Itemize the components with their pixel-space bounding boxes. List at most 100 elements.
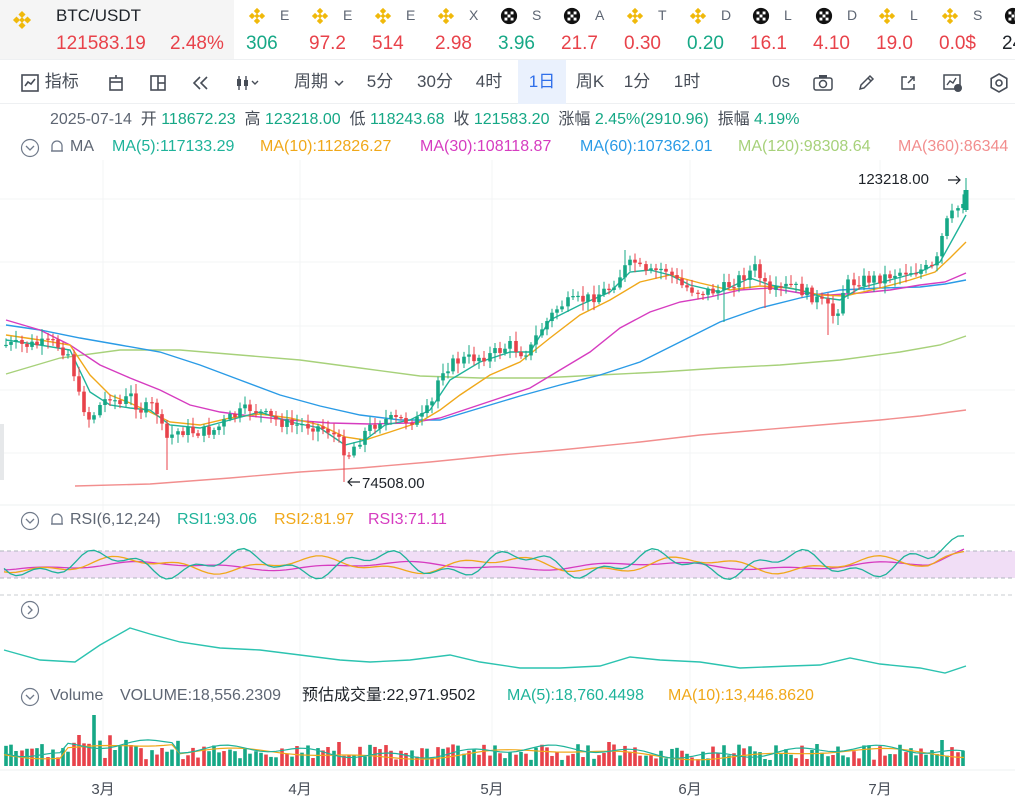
- collapse-chevron-icon[interactable]: [20, 687, 40, 707]
- candle-body: [649, 268, 653, 271]
- ticker-item[interactable]: E 306: [236, 0, 296, 59]
- volume-bar: [716, 753, 720, 766]
- volume-bar: [430, 757, 434, 766]
- left-scroll-handle[interactable]: [0, 424, 4, 480]
- volume-bar: [425, 748, 429, 766]
- ticker-item[interactable]: L 16.1: [740, 0, 800, 59]
- popout-button[interactable]: [898, 60, 918, 104]
- ticker-strip: BTC/USDT 121583.19 2.48% E 306 E 97.2 E 514 X 2…: [0, 0, 1015, 60]
- ticker-item[interactable]: D 0.20: [677, 0, 737, 59]
- ticker-item[interactable]: 24: [992, 0, 1015, 59]
- candle-body: [134, 393, 138, 410]
- rsi-overbought-zone: [0, 551, 1015, 578]
- volume-bar: [571, 753, 575, 766]
- candle-body: [935, 256, 939, 266]
- volume-bar: [675, 747, 679, 766]
- interval-tab[interactable]: 1日: [518, 60, 566, 104]
- interval-tab[interactable]: 4时: [475, 72, 503, 91]
- volume-bar: [576, 744, 580, 766]
- candle-body: [748, 270, 752, 280]
- rsi2-line: [3, 550, 965, 575]
- ticker-value: 0.0$: [939, 33, 976, 54]
- candle-body: [139, 409, 143, 413]
- candle-body: [51, 339, 55, 341]
- candle-body: [909, 273, 913, 275]
- ma-legend: MA MA(5):117133.29 MA(10):112826.27 MA(30)…: [0, 135, 1015, 159]
- open-value: 118672.23: [161, 111, 236, 128]
- expand-chevron-icon[interactable]: [20, 600, 40, 620]
- interval-tab[interactable]: 1时: [673, 72, 701, 91]
- candle-body: [259, 411, 263, 414]
- ticker-item[interactable]: L 19.0: [866, 0, 926, 59]
- ma-item: MA(360):86344: [898, 138, 1009, 155]
- volume-bar: [560, 759, 564, 766]
- ticker-item[interactable]: S 0.0$: [929, 0, 989, 59]
- low-price-marker: 74508.00: [362, 475, 425, 492]
- screenshot-button[interactable]: [812, 60, 834, 104]
- ticker-item[interactable]: A 21.7: [551, 0, 611, 59]
- volume-bar: [212, 745, 216, 766]
- candle-body: [77, 376, 81, 392]
- replay-button[interactable]: [190, 60, 212, 104]
- amplitude-value: 4.19%: [754, 111, 800, 128]
- active-pair[interactable]: BTC/USDT 121583.19 2.48%: [0, 0, 234, 59]
- volume-bar: [503, 758, 507, 766]
- volume-bar: [732, 753, 736, 766]
- volume-bar: [160, 748, 164, 766]
- candle-body: [555, 309, 559, 313]
- candle-body: [519, 351, 523, 357]
- alert-bell-icon[interactable]: [48, 511, 66, 529]
- volume-bar: [259, 752, 263, 766]
- collapse-chevron-icon[interactable]: [20, 511, 40, 531]
- chart-type-dropdown[interactable]: [234, 60, 260, 104]
- volume-bar: [129, 745, 133, 766]
- volume-bar: [857, 758, 861, 766]
- ticker-item[interactable]: E 97.2: [299, 0, 359, 59]
- ticker-value: 0.20: [687, 33, 724, 54]
- indicator-label: 指标: [44, 72, 79, 91]
- ma-line: [5, 335, 967, 379]
- indicator-button[interactable]: 指标: [20, 60, 79, 104]
- candle-body: [295, 424, 299, 426]
- ma-item: MA(60):107362.01: [580, 138, 713, 155]
- interval-tab[interactable]: 5分: [366, 72, 394, 91]
- volume-bar: [311, 758, 315, 766]
- ticker-item[interactable]: D 4.10: [803, 0, 863, 59]
- candle-body: [316, 426, 320, 432]
- candle-body: [103, 399, 107, 406]
- volume-bar: [566, 755, 570, 766]
- candle-body: [685, 285, 689, 288]
- ticker-item[interactable]: S 3.96: [488, 0, 548, 59]
- candle-body: [826, 298, 830, 304]
- volume-bar: [46, 757, 50, 766]
- settings-button[interactable]: [988, 60, 1010, 104]
- period-dropdown[interactable]: 周期: [294, 60, 345, 104]
- tradingview-icon: [943, 73, 962, 92]
- ohlc-row: 2025-07-14 开 118672.23 高 123218.00 低 118…: [0, 108, 1015, 132]
- candle-body: [831, 303, 835, 316]
- interval-tab[interactable]: 周K: [575, 72, 605, 91]
- interval-tab[interactable]: 1分: [623, 72, 651, 91]
- trading-view-button[interactable]: [942, 60, 964, 104]
- ticker-item[interactable]: T 0.30: [614, 0, 674, 59]
- layout-button[interactable]: [148, 60, 168, 104]
- volume-bar: [264, 754, 268, 766]
- collapse-chevron-icon[interactable]: [20, 138, 40, 158]
- ticker-item[interactable]: X 2.98: [425, 0, 485, 59]
- interval-tab[interactable]: 30分: [417, 72, 453, 91]
- chip-icon: [563, 7, 581, 25]
- candle-body: [680, 278, 684, 286]
- candle-style-button[interactable]: [106, 60, 126, 104]
- alert-bell-icon[interactable]: [48, 138, 66, 156]
- ohlc-date: 2025-07-14: [50, 111, 132, 128]
- ma-line: [74, 409, 967, 487]
- draw-button[interactable]: [856, 60, 876, 104]
- candle-body: [170, 434, 174, 438]
- volume-bar: [337, 742, 341, 766]
- ma-item: MA(5):117133.29: [112, 138, 235, 155]
- ticker-item[interactable]: E 514: [362, 0, 422, 59]
- candle-body: [87, 412, 91, 420]
- volume-bar: [820, 752, 824, 766]
- candle-body: [862, 275, 866, 287]
